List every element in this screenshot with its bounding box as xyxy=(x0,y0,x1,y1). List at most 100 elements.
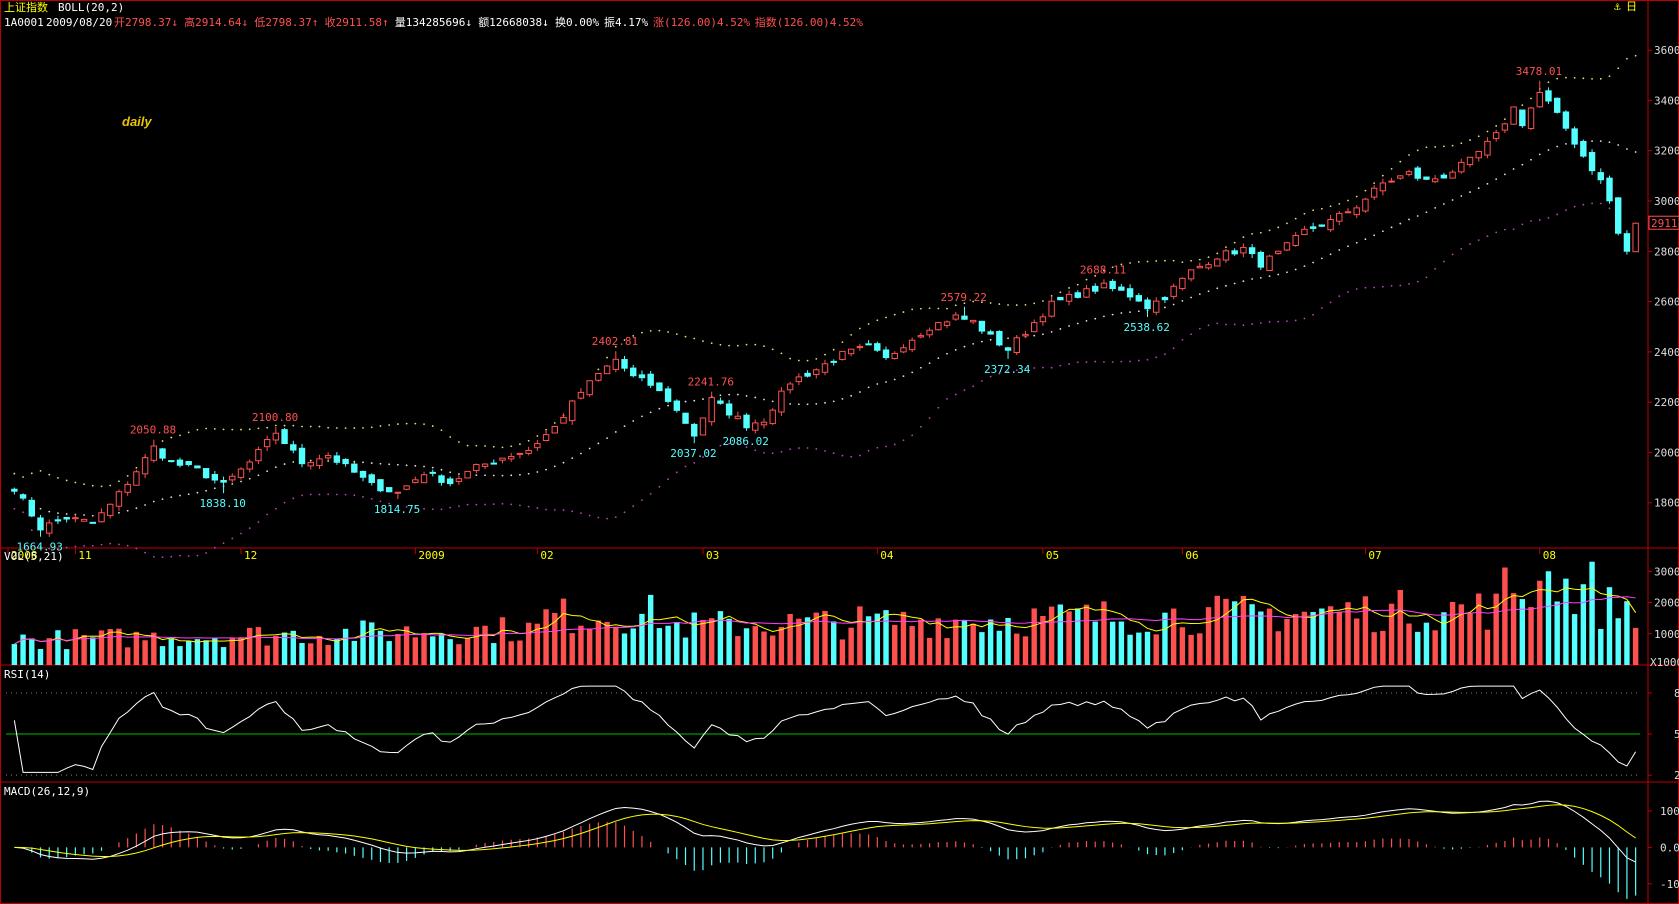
volume-bar xyxy=(1197,633,1203,665)
boll-mid-dot xyxy=(449,471,452,474)
corner-label[interactable]: 日 xyxy=(1626,0,1637,13)
candle-body xyxy=(394,491,402,494)
boll-upper-dot xyxy=(710,342,713,345)
candle-body xyxy=(473,464,480,472)
candle-body xyxy=(1004,347,1012,351)
boll-mid-dot xyxy=(57,512,59,515)
boll-mid-dot xyxy=(1094,317,1097,320)
boll-lower-dot xyxy=(414,507,417,509)
volume-bar xyxy=(1153,634,1159,665)
boll-mid-dot xyxy=(379,462,382,465)
volume-bar xyxy=(1179,627,1186,665)
boll-lower-dot xyxy=(1556,213,1559,216)
candle-body xyxy=(656,382,663,392)
candle-body xyxy=(804,372,811,377)
boll-mid-dot xyxy=(797,403,800,406)
boll-upper-dot xyxy=(998,303,1001,305)
boll-mid-dot xyxy=(1425,211,1428,214)
boll-mid-dot xyxy=(1312,261,1315,264)
candle-body xyxy=(1248,247,1256,255)
boll-lower-dot xyxy=(231,537,234,540)
boll-mid-dot xyxy=(1530,158,1532,161)
boll-mid-dot xyxy=(1626,148,1628,150)
price-annotation: 1814.75 xyxy=(374,503,420,516)
boll-lower-dot xyxy=(1434,267,1437,270)
boll-lower-dot xyxy=(1303,317,1306,320)
boll-lower-dot xyxy=(22,511,24,514)
boll-lower-dot xyxy=(519,504,521,507)
boll-upper-dot xyxy=(1591,77,1593,80)
boll-mid-dot xyxy=(553,465,556,468)
boll-lower-dot xyxy=(423,507,425,510)
boll-upper-dot xyxy=(754,343,757,346)
boll-lower-dot xyxy=(1416,280,1419,283)
candle-body xyxy=(481,463,489,467)
stat-0: 开2798.37↓ xyxy=(114,16,178,29)
volume-bar xyxy=(1406,623,1412,665)
boll-upper-dot xyxy=(1364,189,1367,192)
volume-bar xyxy=(238,637,244,665)
candle-body xyxy=(1353,207,1360,216)
candle-body xyxy=(882,349,890,359)
candle-body xyxy=(1013,337,1020,354)
boll-lower-dot xyxy=(1085,361,1088,364)
candle-body xyxy=(429,471,436,474)
volume-bar xyxy=(1249,604,1255,665)
volume-bar xyxy=(918,619,924,665)
volume-bar xyxy=(743,628,750,665)
boll-lower-dot xyxy=(867,449,870,452)
boll-lower-dot xyxy=(745,446,748,449)
volume-bar xyxy=(1057,604,1064,665)
volume-bar xyxy=(1005,617,1011,665)
boll-upper-dot xyxy=(606,356,608,359)
volume-bar xyxy=(473,626,480,665)
candle-body xyxy=(542,434,550,441)
boll-lower-dot xyxy=(353,494,356,497)
candle-body xyxy=(1623,233,1631,252)
date-tick-label: 2008 xyxy=(11,549,38,562)
boll-lower-dot xyxy=(902,439,905,442)
candle-body xyxy=(1187,269,1195,280)
boll-upper-dot xyxy=(1233,241,1236,244)
candle-body xyxy=(1606,177,1613,202)
boll-lower-dot xyxy=(440,508,443,511)
boll-mid-dot xyxy=(806,403,809,406)
boll-lower-dot xyxy=(1477,239,1480,241)
boll-upper-dot xyxy=(789,357,792,360)
boll-mid-dot xyxy=(1364,238,1367,241)
candle-body xyxy=(1092,285,1099,292)
boll-lower-dot xyxy=(1565,209,1567,212)
boll-upper-dot xyxy=(1172,259,1175,262)
volume-bar xyxy=(1014,633,1020,665)
volume-bar xyxy=(717,611,724,665)
macd-dif-line xyxy=(14,800,1636,863)
boll-mid-dot xyxy=(118,511,120,514)
boll-mid-dot xyxy=(632,420,635,422)
boll-lower-dot xyxy=(1277,320,1280,323)
boll-upper-dot xyxy=(763,345,765,348)
boll-upper-dot xyxy=(1137,261,1140,263)
boll-lower-dot xyxy=(161,556,164,559)
volume-bar xyxy=(1476,593,1482,665)
period-label: daily xyxy=(122,114,152,129)
boll-upper-dot xyxy=(1634,54,1637,57)
volume-bar xyxy=(412,637,419,665)
candle-body xyxy=(263,439,271,448)
candle-body xyxy=(124,483,131,493)
volume-bar xyxy=(1528,607,1534,665)
boll-upper-dot xyxy=(39,469,42,472)
boll-mid-dot xyxy=(1233,282,1236,285)
candle-body xyxy=(1257,251,1265,268)
candle-body xyxy=(1126,288,1134,298)
boll-lower-dot xyxy=(335,493,338,496)
volume-bar xyxy=(29,638,35,665)
high-low-annotations: 1664.93 2050.88 1838.10 2100.80 1814.75 2402.… xyxy=(17,65,1563,554)
volume-bar xyxy=(1362,596,1369,665)
volume-bar xyxy=(1162,612,1168,665)
volume-bar xyxy=(1354,618,1360,665)
price-tick-label: 3400.0 xyxy=(1654,94,1679,107)
volume-bar xyxy=(264,645,270,665)
boll-mid-dot xyxy=(824,401,826,404)
index-code: 1A0001 xyxy=(4,16,44,29)
volume-bar xyxy=(168,638,174,665)
